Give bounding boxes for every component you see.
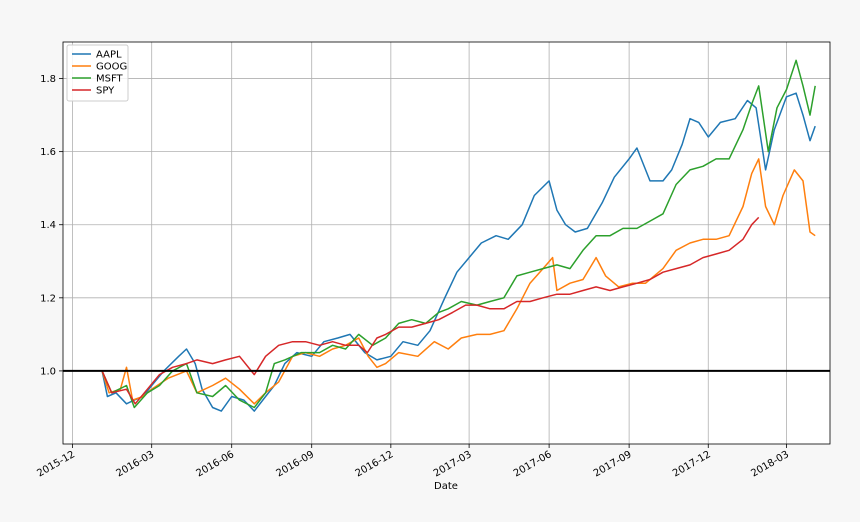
x-tick-label: 2017-03: [432, 449, 474, 479]
y-tick-label: 1.6: [40, 147, 56, 158]
x-tick-label: 2017-06: [512, 449, 554, 479]
y-axis: 1.0 1.2 1.4 1.6 1.8: [40, 74, 63, 377]
x-tick-label: 2017-12: [671, 449, 713, 479]
x-tick-label: 2016-12: [354, 449, 396, 479]
legend-label: MSFT: [96, 74, 124, 85]
x-axis-label: Date: [434, 481, 458, 492]
x-tick-label: 2017-09: [592, 449, 634, 479]
x-tick-label: 2018-03: [749, 449, 791, 479]
x-tick-label: 2016-09: [275, 449, 317, 479]
y-tick-label: 1.2: [40, 293, 56, 304]
y-tick-label: 1.8: [40, 74, 56, 85]
y-tick-label: 1.4: [40, 220, 56, 231]
series-line-aapl: [101, 92, 816, 412]
x-tick-label: 2016-03: [115, 449, 157, 479]
legend-box: [66, 44, 129, 102]
series-line-spy: [101, 216, 760, 405]
x-tick-label: 2016-06: [195, 449, 237, 479]
plot-frame: [62, 41, 831, 445]
legend-label: AAPL: [96, 50, 122, 61]
plot-background: [63, 42, 830, 444]
legend-label: SPY: [96, 86, 115, 97]
series-layer: [101, 59, 816, 412]
legend-label: GOOG: [96, 62, 127, 73]
x-tick-label: 2015-12: [35, 449, 77, 479]
y-tick-label: 1.0: [40, 366, 56, 377]
series-line-goog: [101, 158, 816, 405]
x-axis: 2015-12 2016-03 2016-06 2016-09 2016-12 2017-…: [35, 444, 791, 479]
